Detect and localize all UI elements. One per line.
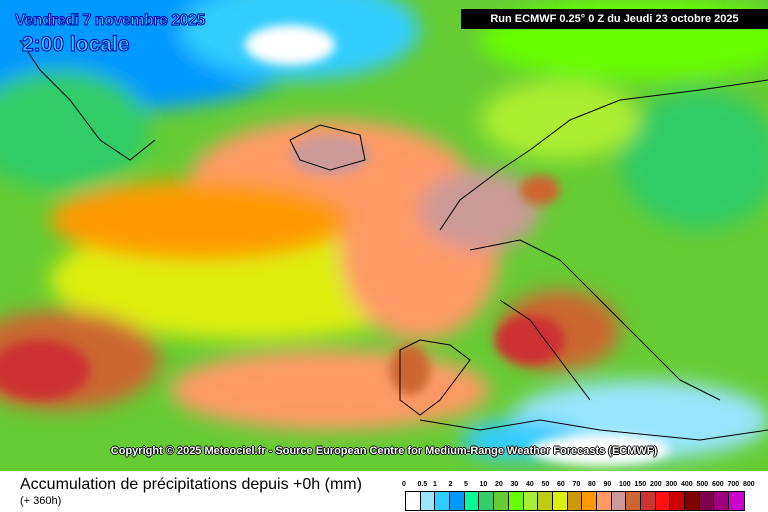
legend-swatch bbox=[582, 492, 597, 510]
legend-label: 150 bbox=[634, 481, 647, 488]
legend-label: 40 bbox=[526, 481, 534, 488]
legend-label: 600 bbox=[712, 481, 724, 488]
legend-swatch bbox=[508, 492, 524, 510]
legend-swatch bbox=[435, 492, 451, 510]
legend-swatch bbox=[670, 492, 686, 510]
legend-swatch bbox=[450, 492, 465, 510]
legend-label: 5 bbox=[464, 481, 468, 488]
legend-swatch bbox=[596, 492, 612, 510]
legend-swatch bbox=[464, 492, 480, 510]
legend-swatch bbox=[552, 492, 568, 510]
legend-swatch bbox=[714, 492, 730, 510]
legend-label: 800 bbox=[743, 481, 755, 488]
legend-swatch bbox=[494, 492, 509, 510]
valid-date: Vendredi 7 novembre 2025 bbox=[15, 12, 206, 30]
legend-label: 2 bbox=[448, 481, 453, 488]
legend-labels: 0 0.5 1 2 5 10 20 30 40 50 60 70 80 90 100 150 200 300 400… bbox=[399, 481, 759, 491]
legend-label: 60 bbox=[557, 481, 565, 488]
precipitation-map: Vendredi 7 novembre 2025 2:00 locale Run… bbox=[0, 0, 768, 471]
legend-label: 80 bbox=[588, 481, 596, 488]
legend-swatch bbox=[523, 492, 539, 510]
coastlines bbox=[19, 39, 768, 441]
legend-label: 30 bbox=[510, 481, 519, 488]
legend-label: 70 bbox=[572, 481, 581, 488]
legend-label: 500 bbox=[696, 481, 709, 488]
legend-swatch bbox=[538, 492, 553, 510]
legend-label: 20 bbox=[495, 481, 503, 488]
legend-swatch bbox=[420, 492, 436, 510]
legend-swatch bbox=[699, 492, 715, 510]
legend-label: 50 bbox=[541, 481, 550, 488]
legend-label: 0 bbox=[402, 481, 406, 488]
legend-swatch bbox=[641, 492, 656, 510]
legend-label: 10 bbox=[479, 481, 488, 488]
valid-time: 2:00 locale bbox=[21, 33, 130, 57]
legend-swatch bbox=[406, 492, 421, 510]
map-title: Accumulation de précipitations depuis +0… bbox=[20, 476, 362, 493]
copyright: Copyright © 2025 Meteociel.fr - Source E… bbox=[110, 445, 658, 457]
run-info: Run ECMWF 0.25° 0 Z du Jeudi 23 octobre … bbox=[461, 9, 768, 29]
legend-swatch bbox=[685, 492, 700, 510]
color-legend bbox=[405, 491, 745, 511]
legend-swatch bbox=[729, 492, 744, 510]
legend-swatch bbox=[655, 492, 671, 510]
legend-label: 300 bbox=[665, 481, 678, 488]
map-field bbox=[0, 0, 768, 471]
legend-swatch bbox=[567, 492, 583, 510]
legend-label: 0.5 bbox=[417, 481, 428, 488]
legend-label: 700 bbox=[727, 481, 740, 488]
legend-label: 100 bbox=[619, 481, 631, 488]
legend-label: 1 bbox=[433, 481, 437, 488]
legend-swatch bbox=[479, 492, 495, 510]
legend-label: 200 bbox=[650, 481, 662, 488]
legend-swatch bbox=[611, 492, 627, 510]
legend-label: 400 bbox=[681, 481, 693, 488]
legend-label: 90 bbox=[603, 481, 612, 488]
legend-swatch bbox=[626, 492, 641, 510]
forecast-range: (+ 360h) bbox=[20, 495, 62, 507]
